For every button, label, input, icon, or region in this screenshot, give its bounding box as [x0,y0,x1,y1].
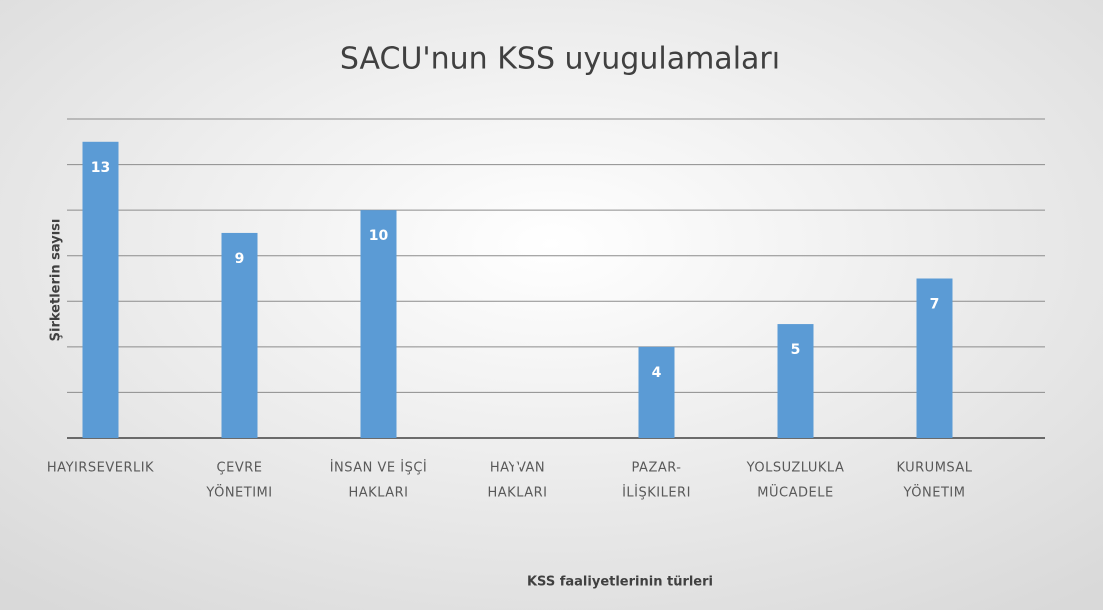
x-tick-label: PAZAR- [632,461,682,476]
y-axis-label: Şirketlerin sayısı [49,219,64,342]
chart-title: SACU'nun KSS uyugulamaları [340,42,780,77]
x-tick-label: YÖNETIMI [205,484,272,501]
data-label: 13 [91,160,110,176]
data-label: 0 [513,456,523,472]
x-tick-label: HAKLARI [349,486,409,501]
x-tick-label: HAYVAN [490,461,545,476]
bar [638,346,675,438]
x-tick-label: KURUMSAL [896,461,972,476]
bar [360,210,397,438]
x-tick-label: İLİŞKILERI [622,485,691,501]
data-label: 4 [652,365,662,381]
x-tick-label: YÖNETIM [903,484,966,501]
bar [82,141,119,439]
x-axis-label: KSS faaliyetlerinin türleri [527,575,713,590]
data-label: 7 [930,297,940,313]
data-label: 9 [235,251,245,267]
x-tick-label: İNSAN VE İŞÇİ [330,460,428,476]
data-label: 10 [369,228,389,244]
bar [916,278,953,438]
x-tick-label: MÜCADELE [757,484,833,501]
x-tick-label: HAKLARI [488,486,548,501]
data-label: 5 [791,342,801,358]
bar [221,232,258,438]
bar [777,324,814,438]
x-tick-label: YOLSUZLUKLA [746,461,845,476]
x-tick-label: ÇEVRE [217,461,263,476]
x-tick-label: HAYIRSEVERLIK [47,461,154,476]
